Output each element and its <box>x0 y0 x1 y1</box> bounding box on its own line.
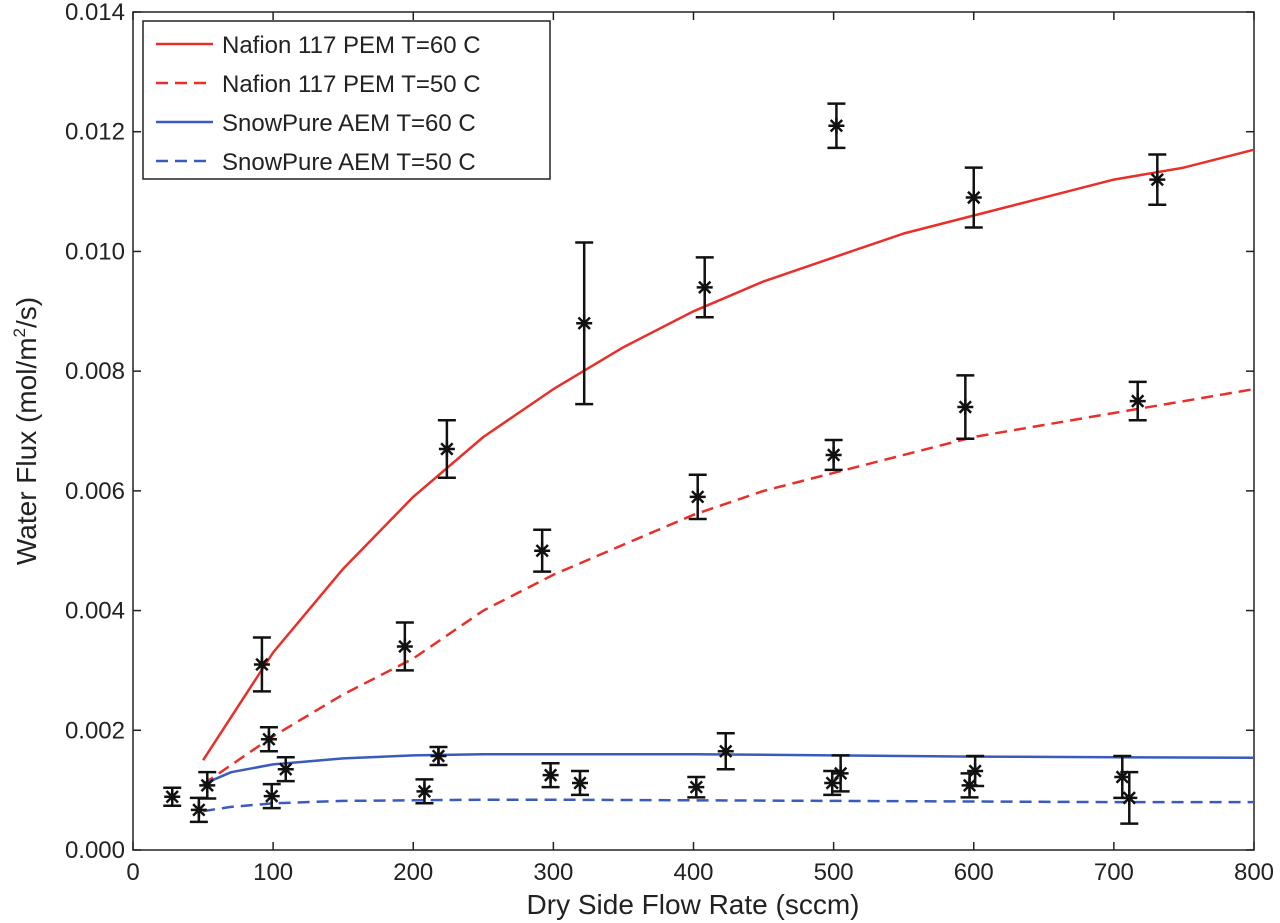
measurement-point <box>956 374 975 441</box>
y-tick-label: 0.014 <box>65 0 125 26</box>
y-tick-label: 0.010 <box>65 238 125 265</box>
y-axis-label-suffix: /s) <box>11 297 42 328</box>
measurement-point <box>575 241 594 406</box>
measurement-point <box>163 786 182 807</box>
measurement-point <box>415 778 434 805</box>
legend-label-2: Nafion 117 PEM T=50 C <box>222 71 481 98</box>
y-tick-label: 0.004 <box>65 598 125 625</box>
measurement-point <box>1148 153 1167 206</box>
measurement-point <box>189 796 208 824</box>
y-axis-label-prefix: Water Flux (mol/m <box>11 337 42 565</box>
measurement-point <box>541 761 560 789</box>
measurement-point <box>824 438 843 472</box>
legend-box <box>142 20 551 180</box>
series-line-1 <box>202 148 1255 761</box>
measurement-point <box>395 621 414 672</box>
y-tick-label: 0.008 <box>65 358 125 385</box>
axis-ticks: 0 100 200 300 400 500 600 700 800 0.000 0.002 0.004… <box>65 0 1274 886</box>
series-line-3 <box>202 752 1255 786</box>
measurement-point <box>966 754 985 788</box>
y-axis-label: Water Flux (mol/m2/s) <box>10 297 42 565</box>
measurement-point <box>695 256 714 319</box>
measurement-point <box>259 726 278 753</box>
measurement-point <box>716 732 735 771</box>
x-tick-label: 0 <box>126 859 139 886</box>
x-tick-label: 400 <box>673 859 713 886</box>
measurement-point <box>687 775 706 799</box>
measurement-point <box>198 770 217 800</box>
x-tick-label: 700 <box>1094 859 1134 886</box>
series-lines <box>202 148 1255 813</box>
measurement-point <box>262 782 281 810</box>
measurement-point <box>1120 770 1139 825</box>
series-line-2 <box>202 387 1255 786</box>
measurement-point <box>688 473 707 521</box>
measurement-point <box>570 769 589 797</box>
series-line-4 <box>202 798 1254 813</box>
measurement-point <box>831 754 850 793</box>
y-axis-label-sup: 2 <box>10 328 29 337</box>
measurement-point <box>533 528 552 573</box>
x-tick-label: 200 <box>393 859 433 886</box>
y-tick-label: 0.002 <box>65 717 125 744</box>
legend-label-3: SnowPure AEM T=60 C <box>222 110 476 137</box>
measurement-point <box>964 166 983 229</box>
y-tick-label: 0.006 <box>65 478 125 505</box>
legend-label-4: SnowPure AEM T=50 C <box>222 149 476 176</box>
x-tick-label: 600 <box>954 859 994 886</box>
x-axis-label: Dry Side Flow Rate (sccm) <box>527 889 860 920</box>
y-tick-label: 0.012 <box>65 119 125 146</box>
legend: Nafion 117 PEM T=60 C Nafion 117 PEM T=50… <box>142 20 551 180</box>
measurement-point <box>1128 380 1147 422</box>
measurement-point <box>276 755 295 783</box>
measurement-point <box>429 745 448 767</box>
measurement-point <box>252 636 271 693</box>
measurement-point <box>827 102 846 150</box>
measurement-markers <box>163 102 1167 825</box>
x-tick-label: 100 <box>253 859 293 886</box>
measurement-point <box>437 418 456 479</box>
y-tick-label: 0.000 <box>65 837 125 864</box>
x-tick-label: 300 <box>533 859 573 886</box>
legend-label-1: Nafion 117 PEM T=60 C <box>222 32 481 59</box>
x-tick-label: 500 <box>814 859 854 886</box>
x-tick-label: 800 <box>1234 859 1274 886</box>
